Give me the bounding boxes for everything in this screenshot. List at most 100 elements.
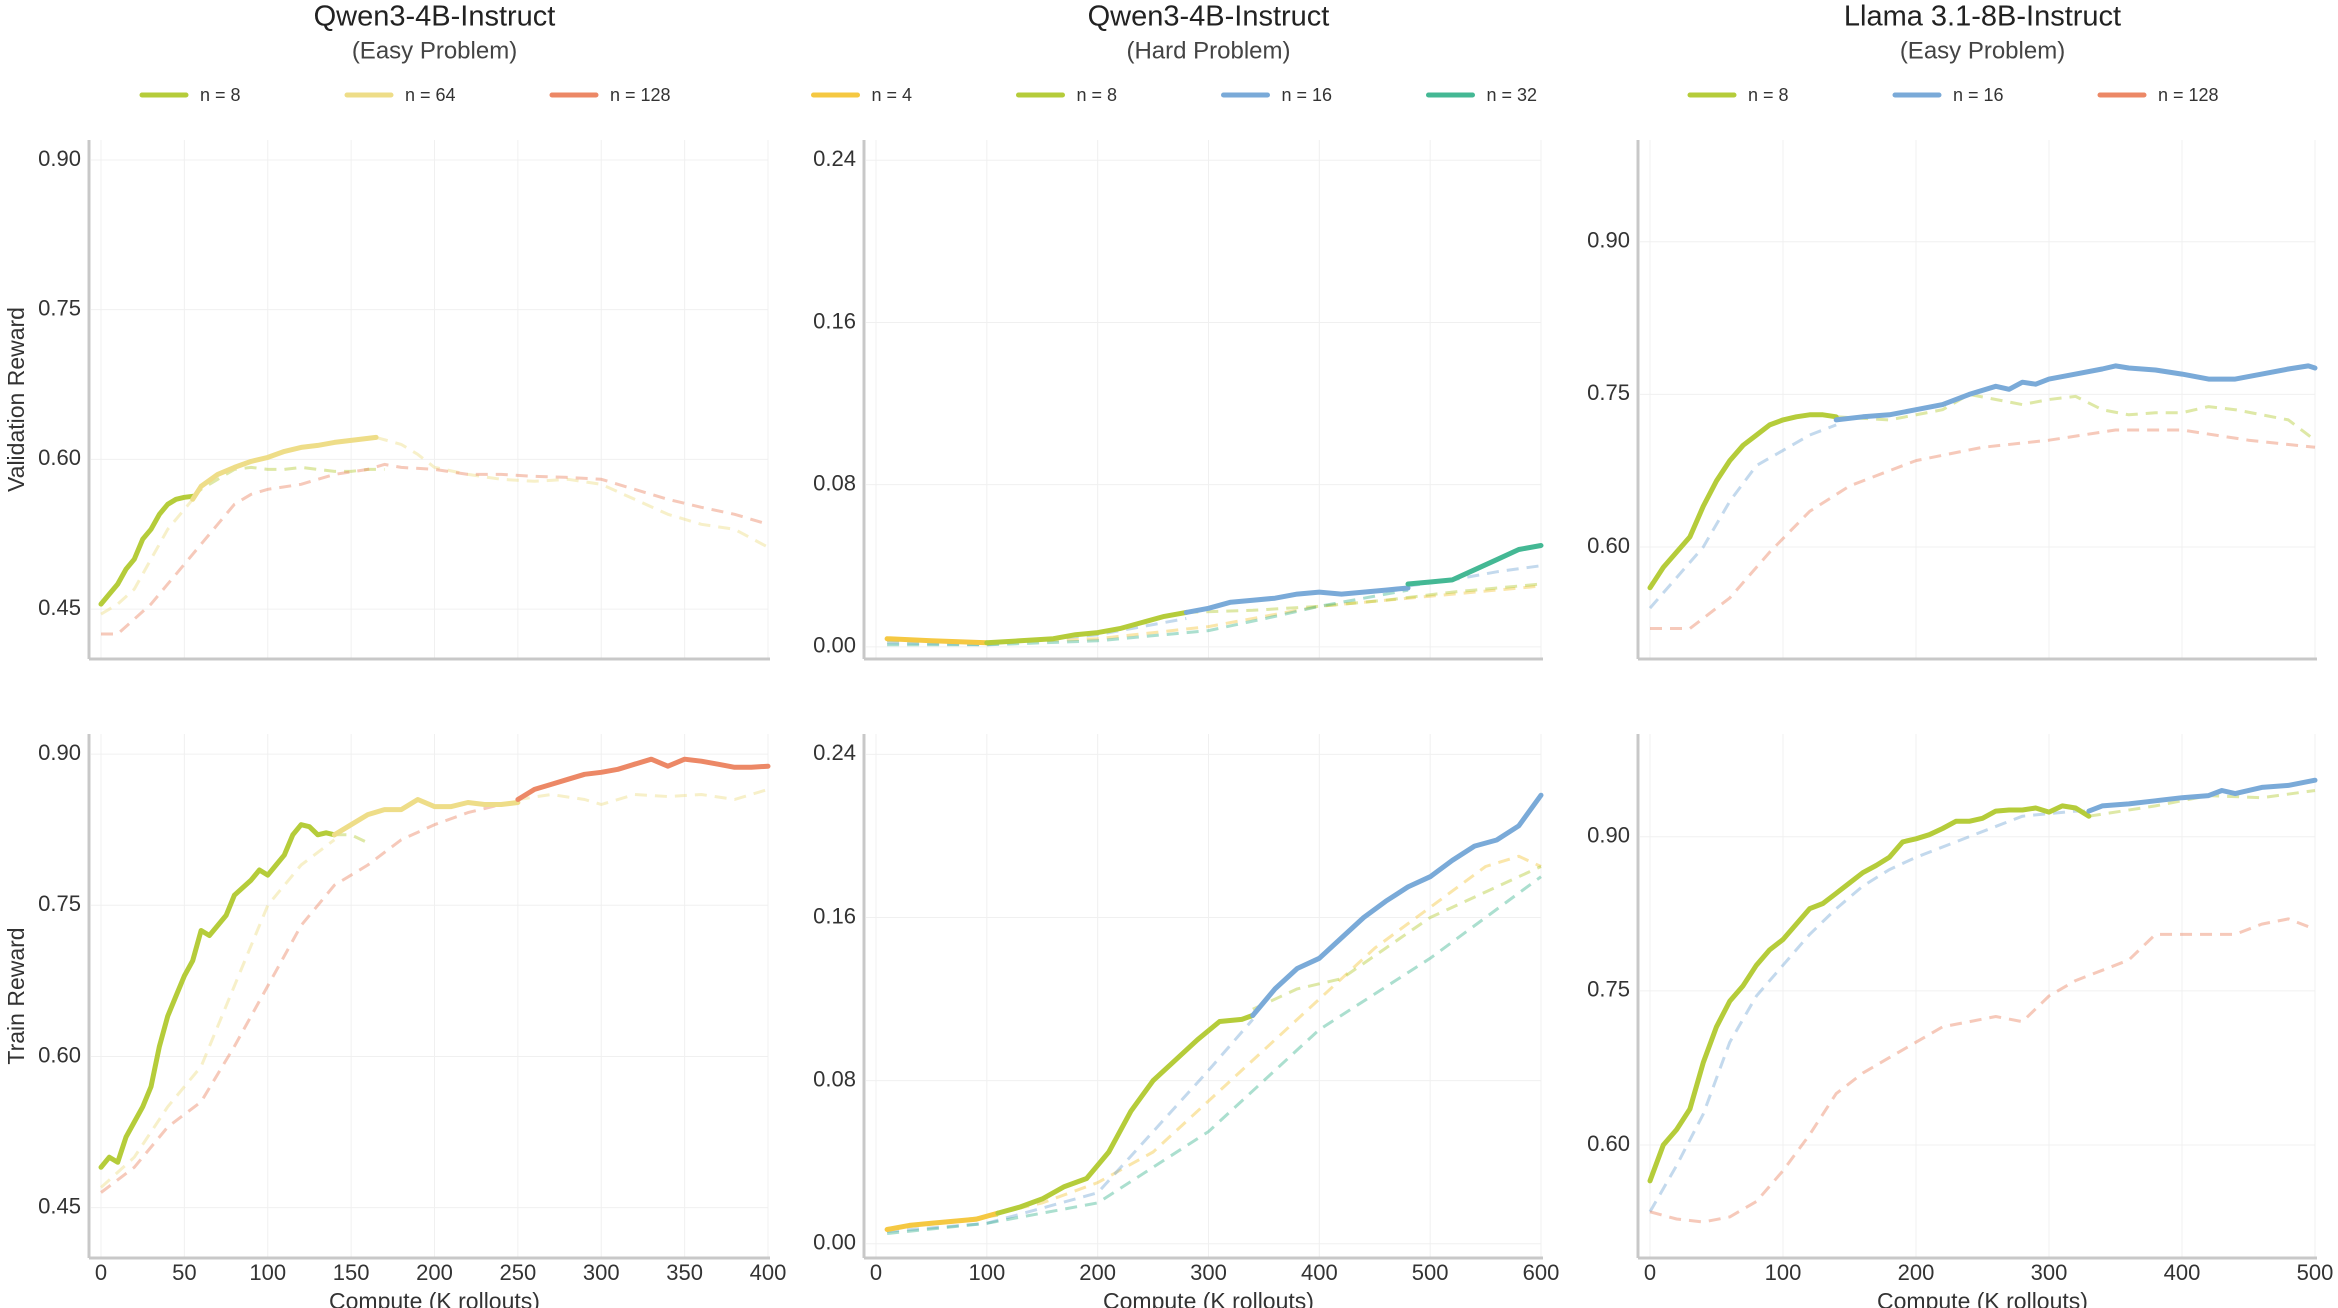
legend-label: n = 32 [1487, 85, 1538, 105]
line-series-faded [1252, 865, 1542, 1011]
x-tick-label: 0 [95, 1260, 107, 1285]
y-tick-label: 0.60 [1587, 1131, 1630, 1156]
legend-label: n = 4 [872, 85, 913, 105]
x-tick-label: 0 [870, 1260, 882, 1285]
y-tick-label: 0.16 [813, 308, 856, 333]
line-series [190, 434, 379, 502]
line-series [884, 1210, 1001, 1232]
y-tick-label: 0.16 [813, 903, 856, 928]
y-tick-label: 0.75 [38, 295, 81, 320]
legend-label: n = 16 [1282, 85, 1333, 105]
x-axis-label: Compute (K rollouts) [329, 1288, 540, 1308]
x-tick-label: 400 [1301, 1260, 1338, 1285]
line-series-faded [101, 462, 769, 636]
chart-subtitle: (Easy Problem) [352, 37, 517, 64]
line-series-faded [997, 854, 1542, 1215]
line-series [884, 636, 990, 646]
line-series [98, 822, 337, 1170]
x-tick-label: 100 [968, 1260, 1005, 1285]
x-tick-label: 500 [1412, 1260, 1449, 1285]
legend-label: n = 64 [405, 85, 456, 105]
line-series-faded [1648, 809, 2089, 1213]
line-series-faded [886, 1018, 1254, 1233]
legend-label: n = 8 [1748, 85, 1789, 105]
y-tick-label: 0.90 [38, 740, 81, 765]
line-series [98, 493, 196, 607]
x-tick-label: 350 [666, 1260, 703, 1285]
line-series-faded [100, 801, 519, 1194]
line-series-faded [1650, 428, 2316, 630]
x-tick-label: 100 [1765, 1260, 1802, 1285]
y-tick-label: 0.45 [38, 595, 81, 620]
x-tick-label: 300 [2031, 1260, 2068, 1285]
line-series [331, 797, 521, 838]
y-tick-label: 0.08 [813, 470, 856, 495]
line-series [1833, 363, 2318, 423]
x-tick-label: 250 [500, 1260, 537, 1285]
y-tick-label: 0.08 [813, 1066, 856, 1091]
y-tick-label: 0.75 [1587, 380, 1630, 405]
line-series [1250, 792, 1544, 1018]
line-series [1183, 585, 1411, 615]
x-tick-label: 400 [2164, 1260, 2201, 1285]
line-series-faded [191, 465, 385, 498]
x-tick-label: 600 [1523, 1260, 1560, 1285]
y-tick-label: 0.60 [38, 1042, 81, 1067]
line-series-faded [100, 498, 194, 616]
line-series [984, 609, 1189, 646]
chart-subtitle: (Hard Problem) [1126, 37, 1290, 64]
legend-label: n = 8 [1077, 85, 1118, 105]
line-series [1647, 412, 1839, 591]
y-tick-label: 0.75 [38, 891, 81, 916]
x-tick-label: 300 [1190, 1260, 1227, 1285]
y-axis-label: Validation Reward [3, 307, 29, 492]
line-series-faded [887, 588, 1409, 647]
line-series-faded [99, 838, 336, 1189]
x-tick-label: 150 [333, 1260, 370, 1285]
x-tick-label: 100 [249, 1260, 286, 1285]
y-tick-label: 0.00 [813, 633, 856, 658]
x-tick-label: 0 [1644, 1260, 1656, 1285]
x-tick-label: 200 [1898, 1260, 1935, 1285]
y-tick-label: 0.90 [1587, 228, 1630, 253]
chart-title: Qwen3-4B-Instruct [1088, 1, 1330, 33]
y-tick-label: 0.90 [1587, 823, 1630, 848]
line-series-faded [375, 435, 769, 549]
line-series [1647, 803, 2092, 1184]
y-tick-label: 0.60 [38, 445, 81, 470]
line-series-faded [986, 584, 1542, 645]
x-axis-label: Compute (K rollouts) [1103, 1288, 1314, 1308]
y-tick-label: 0.60 [1587, 533, 1630, 558]
chart-subtitle: (Easy Problem) [1900, 37, 2065, 64]
line-series-faded [1186, 582, 1542, 614]
line-series-faded [1648, 423, 1837, 610]
chart-title: Llama 3.1-8B-Instruct [1844, 1, 2121, 33]
y-axis-label: Train Reward [3, 927, 29, 1064]
legend-label: n = 8 [200, 85, 241, 105]
x-tick-label: 200 [416, 1260, 453, 1285]
line-series-faded [1836, 392, 2316, 442]
y-tick-label: 0.24 [813, 146, 856, 171]
legend-label: n = 16 [1953, 85, 2004, 105]
line-series-faded [517, 787, 769, 806]
y-tick-label: 0.45 [38, 1193, 81, 1218]
y-tick-label: 0.00 [813, 1230, 856, 1255]
line-series-faded [334, 833, 369, 845]
line-series [515, 756, 771, 802]
chart-title: Qwen3-4B-Instruct [314, 1, 556, 33]
x-axis-label: Compute (K rollouts) [1877, 1288, 2088, 1308]
line-series-faded [886, 875, 1542, 1235]
legend-label: n = 128 [610, 85, 671, 105]
y-tick-label: 0.24 [813, 740, 856, 765]
line-series-faded [887, 617, 1187, 647]
line-series [995, 1012, 1256, 1216]
line-series-faded [1649, 917, 2316, 1224]
y-tick-label: 0.75 [1587, 977, 1630, 1002]
x-tick-label: 500 [2297, 1260, 2334, 1285]
line-series [2086, 777, 2318, 814]
x-tick-label: 200 [1079, 1260, 1116, 1285]
x-tick-label: 300 [583, 1260, 620, 1285]
x-tick-label: 400 [750, 1260, 787, 1285]
y-tick-label: 0.90 [38, 146, 81, 171]
